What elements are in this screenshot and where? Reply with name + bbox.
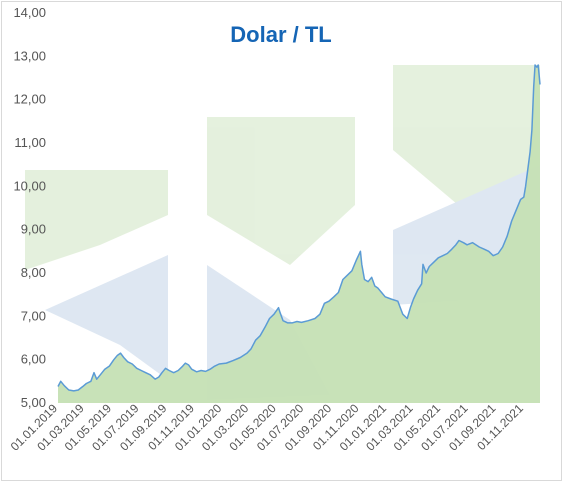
series-line [57, 64, 541, 392]
watermark-blue-left [45, 255, 168, 380]
y-tick-label: 6,00 [21, 352, 46, 367]
y-axis: 5,00 6,00 7,00 8,00 9,00 10,00 11,00 12,00 13,00… [13, 5, 46, 410]
y-tick-label: 10,00 [13, 178, 46, 193]
watermark-green-left [25, 170, 168, 270]
chart-title: Dolar / TL [230, 22, 331, 47]
watermark-green-center [207, 117, 355, 265]
y-tick-label: 9,00 [21, 222, 46, 237]
y-tick-label: 8,00 [21, 265, 46, 280]
y-tick-label: 7,00 [21, 308, 46, 323]
y-tick-label: 13,00 [13, 48, 46, 63]
y-tick-label: 12,00 [13, 92, 46, 107]
series-area-fill [58, 65, 540, 403]
y-tick-label: 11,00 [14, 135, 46, 150]
y-tick-label: 5,00 [21, 395, 46, 410]
y-tick-label: 14,00 [13, 5, 46, 20]
